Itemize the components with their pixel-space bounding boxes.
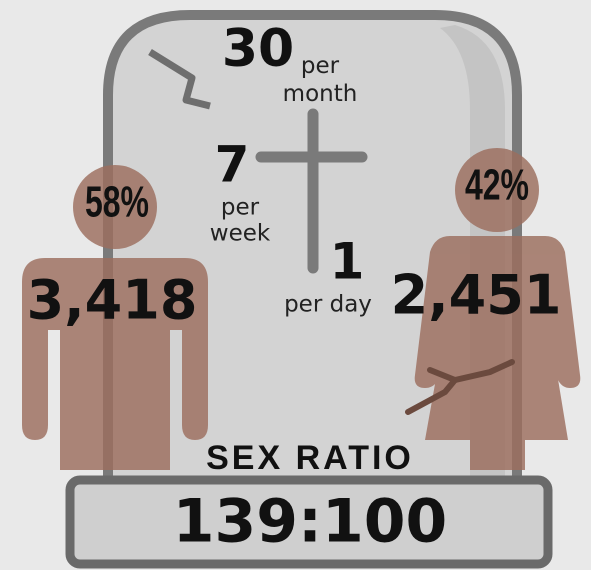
week-label: week: [210, 221, 271, 247]
female-percent: 42%: [465, 161, 529, 210]
sex-ratio-label: SEX RATIO: [206, 439, 414, 477]
male-percent: 58%: [85, 178, 149, 227]
month-number: 30: [222, 19, 294, 79]
day-number: 1: [330, 233, 365, 291]
week-number: 7: [215, 136, 250, 194]
day-label: per day: [284, 292, 372, 318]
infographic: 30 permonth 7 per week 1 per day 58% 3,4…: [0, 0, 591, 570]
sex-ratio-value: 139:100: [173, 487, 447, 557]
male-count: 3,418: [27, 269, 198, 332]
week-label: per: [221, 195, 260, 221]
month-label-line: per: [301, 53, 340, 79]
month-label-line: month: [283, 81, 358, 107]
female-count: 2,451: [391, 264, 562, 327]
